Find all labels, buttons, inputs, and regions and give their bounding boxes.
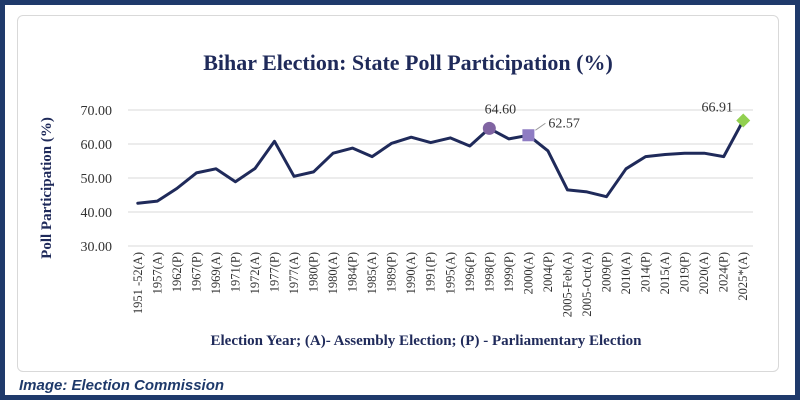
highlight-marker-circle [482, 121, 496, 135]
x-tick-label: 1991(P) [424, 252, 438, 292]
y-tick-label: 70.00 [81, 104, 113, 119]
y-axis-label: Poll Participation (%) [39, 117, 55, 259]
x-tick-label: 2015(A) [658, 252, 672, 294]
x-tick-label: 2005-Feb(A) [560, 252, 574, 317]
x-tick-label: 2010(A) [619, 252, 633, 294]
x-tick-label: 2025*(A) [736, 252, 750, 301]
x-tick-label: 2004(P) [541, 252, 555, 292]
y-tick-label: 50.00 [81, 172, 113, 187]
data-label: 62.57 [548, 116, 580, 131]
leader-line [535, 122, 546, 131]
x-tick-label: 2000(A) [521, 252, 535, 294]
x-tick-label: 1972(A) [248, 252, 262, 294]
x-tick-label: 1951 -52(A) [131, 252, 145, 314]
x-tick-label: 1990(A) [404, 252, 418, 294]
data-label: 66.91 [701, 101, 733, 116]
x-tick-label: 1980(P) [307, 252, 321, 292]
x-tick-label: 1977(A) [287, 252, 301, 294]
x-tick-label: 1989(P) [385, 252, 399, 292]
x-tick-label: 1995(A) [443, 252, 457, 294]
image-frame: Bihar Election: State Poll Participation… [5, 5, 795, 395]
y-tick-label: 30.00 [81, 240, 113, 255]
x-tick-label: 1977(P) [267, 252, 281, 292]
x-tick-label: 1985(A) [365, 252, 379, 294]
x-tick-label: 2005-Oct(A) [580, 252, 594, 317]
series-layer [136, 119, 745, 205]
y-tick-label: 60.00 [81, 138, 113, 153]
x-tick-label: 1967(P) [189, 252, 203, 292]
highlight-layer: 64.60 62.57 66.91 [482, 101, 751, 142]
chart-title: Bihar Election: State Poll Participation… [203, 50, 613, 75]
data-label: 64.60 [485, 102, 517, 117]
series-line [136, 119, 745, 205]
x-tick-label: 2024(P) [717, 252, 731, 292]
x-tick-label: 2014(P) [639, 252, 653, 292]
x-tick-label: 2019(P) [678, 252, 692, 292]
x-tick-label: 1999(P) [502, 252, 516, 292]
highlight-marker-diamond [736, 113, 751, 128]
x-tick-label: 1980(A) [326, 252, 340, 294]
y-axis-ticks: 30.00 40.00 50.00 60.00 70.00 [81, 104, 113, 255]
x-tick-label: 2009(P) [600, 252, 614, 292]
chart-card: Bihar Election: State Poll Participation… [17, 15, 779, 372]
x-axis-ticks: 1951 -52(A) 1957(A) 1962(P) 1967(P) 1969(A) 1… [131, 252, 750, 317]
x-tick-label: 1998(P) [482, 252, 496, 292]
x-tick-label: 1984(P) [346, 252, 360, 292]
x-tick-label: 1996(P) [463, 252, 477, 292]
x-tick-label: 1971(P) [228, 252, 242, 292]
line-chart: Bihar Election: State Poll Participation… [39, 50, 753, 349]
x-tick-label: 2020(A) [697, 252, 711, 294]
x-tick-label: 1962(P) [170, 252, 184, 292]
gridlines [128, 109, 753, 247]
highlight-marker-square [522, 129, 535, 142]
x-axis-label: Election Year; (A)- Assembly Election; (… [210, 333, 642, 349]
x-tick-label: 1969(A) [209, 252, 223, 294]
x-tick-label: 1957(A) [150, 252, 164, 294]
y-tick-label: 40.00 [81, 206, 113, 221]
image-caption: Image: Election Commission [19, 377, 225, 394]
